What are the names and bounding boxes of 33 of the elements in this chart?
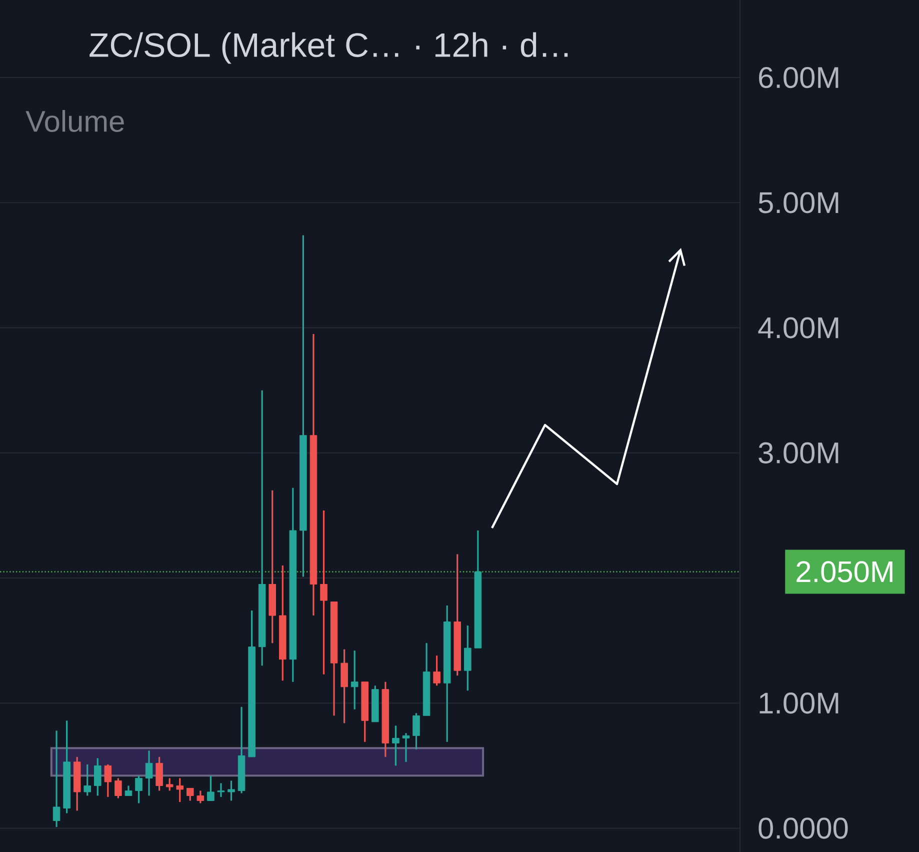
candlestick: [320, 510, 328, 676]
candlestick: [145, 750, 153, 796]
y-tick-label: 5.00M: [758, 192, 838, 214]
candlestick: [124, 784, 132, 796]
candlestick: [228, 780, 235, 802]
y-tick-label: 3.00M: [758, 442, 838, 464]
candlestick: [340, 648, 348, 724]
text: ZC/SOL (Market C… · 12h · d…: [90, 32, 568, 64]
candlestick: [156, 756, 163, 792]
ref-line-label: 2.050M: [796, 561, 892, 582]
candlestick: [412, 712, 420, 750]
candlestick: [350, 650, 358, 710]
candlestick: [186, 787, 194, 802]
candlestick: [392, 724, 400, 766]
candlestick: [135, 774, 142, 804]
annotation: Volume: [26, 110, 124, 132]
candlestick: [196, 790, 204, 804]
candlestick: [84, 764, 92, 796]
y-tick-label: 6.00M: [759, 66, 838, 88]
candlestick: [433, 654, 440, 686]
candlestick: [176, 777, 184, 803]
candlestick: [104, 764, 112, 798]
candlestick: [402, 732, 410, 763]
candlestick: [217, 782, 225, 798]
y-tick-label: 1.00M: [760, 692, 838, 714]
candlestick: [52, 730, 60, 828]
candlestick: [207, 774, 214, 802]
candlestick: [94, 757, 102, 796]
y-tick-label: 4.00M: [758, 317, 838, 338]
y-tick-label: 0.0000: [758, 818, 848, 839]
candlestick: [114, 777, 122, 800]
candlestick: [464, 624, 472, 692]
candlestick: [166, 777, 174, 792]
